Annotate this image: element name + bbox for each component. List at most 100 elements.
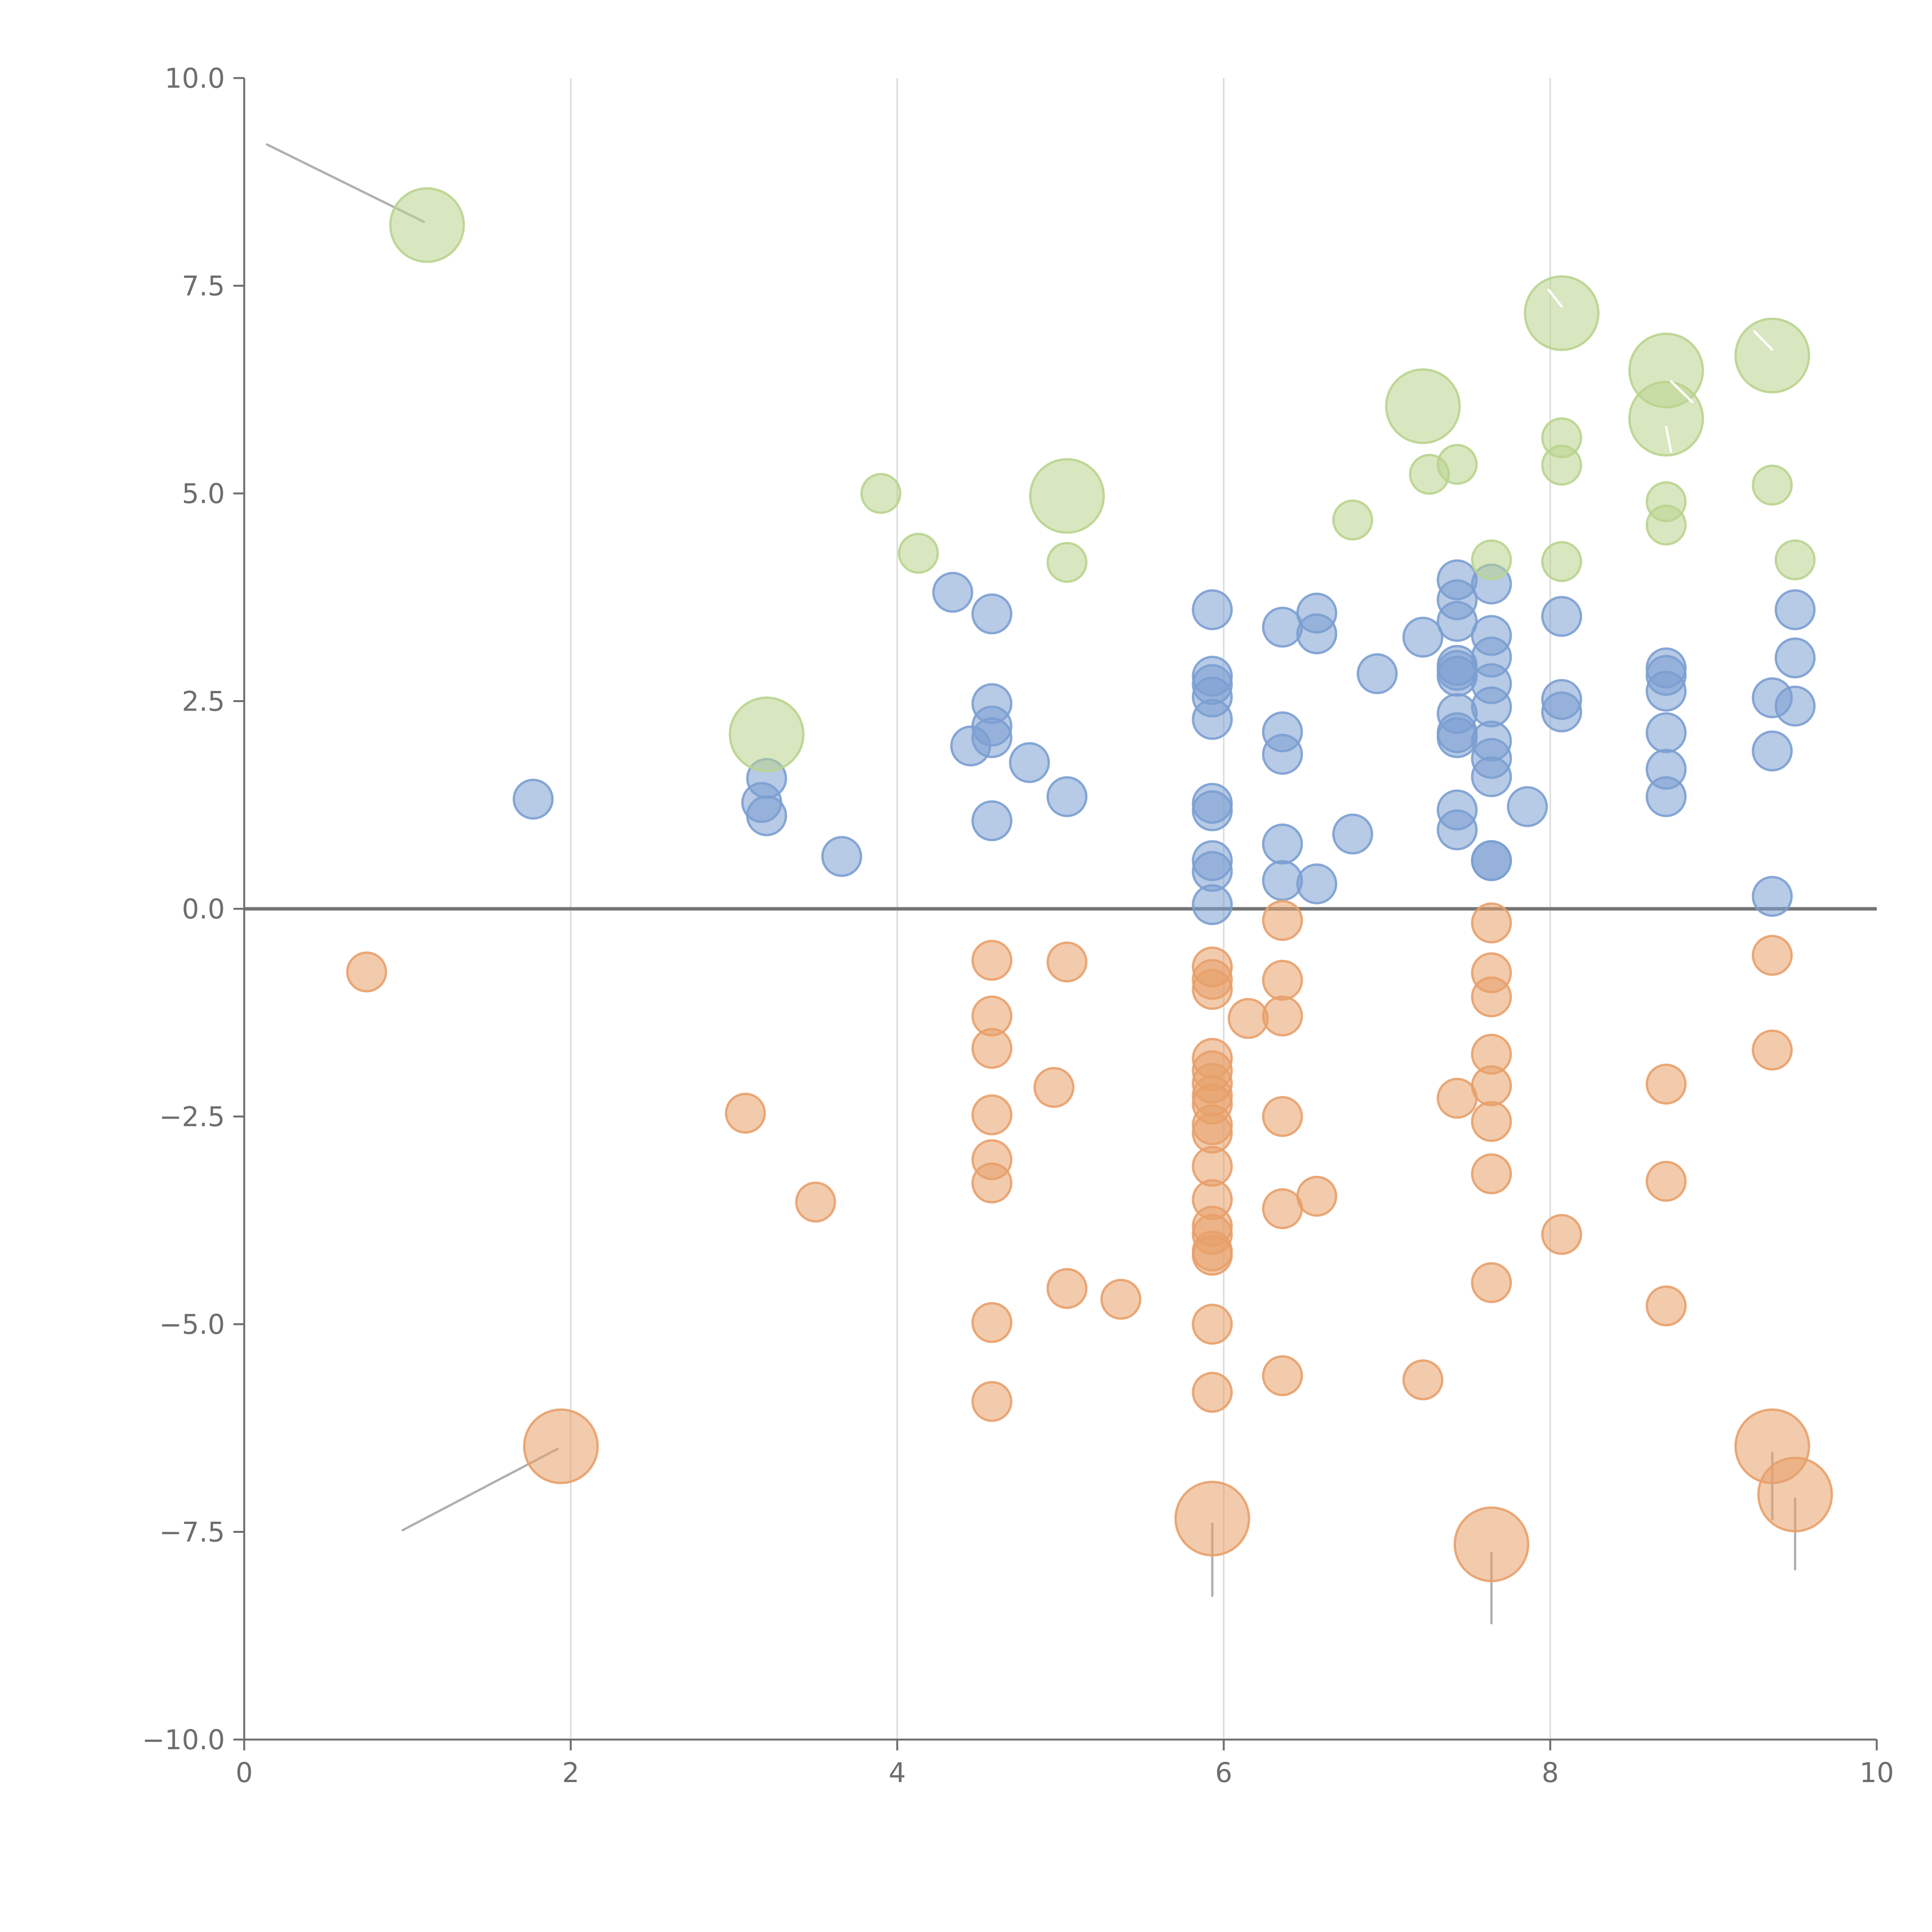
y-tick-label: −5.0 [159,1309,225,1340]
blue-point-67 [1752,730,1793,772]
data-points [346,187,1833,1582]
orange-point-6 [971,1094,1013,1136]
blue-point-33 [1357,653,1398,694]
blue-point-69 [1774,589,1816,630]
blue-point-71 [1774,685,1816,727]
y-tick-label: −10.0 [142,1724,225,1756]
y-tick-label: 2.5 [182,686,225,718]
green-large-point-3 [1385,368,1461,444]
leader-line-overlay-0 [1547,289,1563,308]
orange-point-36 [1262,995,1303,1037]
orange-point-45 [1471,976,1512,1017]
blue-point-14 [1192,589,1233,630]
y-tick-label: 10.0 [165,63,225,94]
green-point-8 [1541,444,1582,486]
orange-point-5 [971,1028,1013,1069]
orange-large-point-10 [1453,1506,1529,1582]
blue-point-57 [1541,596,1582,637]
blue-point-11 [1009,742,1050,783]
blue-point-70 [1774,637,1816,679]
orange-point-34 [1262,900,1303,941]
green-point-3 [1332,499,1373,541]
blue-point-23 [1192,884,1233,925]
y-tick-label: 0.0 [182,893,225,925]
orange-point-40 [1296,1175,1337,1217]
orange-point-47 [1471,1065,1512,1106]
blue-point-3 [746,795,787,837]
orange-point-17 [1192,969,1233,1010]
blue-point-45 [1437,809,1478,850]
blue-point-63 [1645,712,1687,753]
blue-point-10 [971,717,1013,759]
y-tick-label: 5.0 [182,478,225,510]
blue-point-56 [1507,786,1548,827]
blue-point-20 [1192,790,1233,832]
green-point-1 [898,532,939,574]
blue-point-62 [1645,670,1687,712]
orange-point-11 [1033,1067,1075,1108]
x-tick-label: 0 [236,1757,253,1789]
x-tick-label: 8 [1542,1757,1559,1789]
orange-large-point-12 [1757,1456,1833,1532]
blue-point-55 [1471,840,1512,881]
blue-point-34 [1402,616,1444,658]
orange-point-38 [1262,1188,1303,1230]
y-tick-label: −2.5 [159,1101,225,1133]
green-point-0 [860,473,901,514]
blue-point-53 [1471,756,1512,798]
blue-point-26 [1296,613,1337,655]
blue-point-18 [1192,699,1233,740]
green-large-point-1 [729,696,804,772]
orange-point-31 [1192,1304,1233,1345]
blue-point-4 [821,836,862,877]
leader-line-overlay-1 [1670,380,1694,403]
blue-point-68 [1752,876,1793,917]
y-tick-label: −7.5 [159,1517,225,1548]
orange-point-2 [795,1181,836,1223]
green-large-point-2 [1029,458,1105,534]
blue-point-13 [1046,776,1088,817]
orange-point-41 [1402,1359,1444,1401]
blue-point-28 [1262,734,1303,775]
orange-point-54 [1645,1285,1687,1327]
leader-line-overlay-3 [1753,330,1774,351]
orange-point-56 [1752,1029,1793,1071]
orange-point-14 [1100,1279,1141,1320]
leader-line-overlay-2 [1665,426,1672,453]
orange-large-point-9 [1174,1481,1250,1557]
blue-point-40 [1437,656,1478,697]
orange-point-49 [1471,1153,1512,1194]
orange-point-50 [1471,1262,1512,1303]
green-large-point-6 [1628,381,1704,457]
x-tick-label: 10 [1859,1757,1894,1789]
blue-point-50 [1471,686,1512,728]
green-point-6 [1471,539,1512,580]
blue-point-0 [512,779,554,820]
green-point-13 [1774,539,1816,580]
blue-point-65 [1645,776,1687,817]
orange-point-30 [1192,1235,1233,1276]
orange-point-51 [1541,1214,1582,1255]
orange-point-12 [1046,941,1088,983]
green-point-9 [1541,541,1582,582]
orange-point-37 [1262,1096,1303,1137]
orange-point-8 [971,1162,1013,1204]
green-large-point-0 [389,187,465,263]
orange-point-33 [1228,998,1269,1039]
orange-point-53 [1645,1161,1687,1202]
y-tick-label: 7.5 [182,270,225,302]
orange-point-3 [971,940,1013,981]
blue-point-59 [1541,691,1582,733]
green-point-12 [1752,464,1793,506]
blue-point-24 [1262,607,1303,648]
blue-point-37 [1437,601,1478,642]
orange-point-43 [1471,902,1512,944]
blue-point-29 [1262,823,1303,865]
orange-point-35 [1262,959,1303,1001]
green-point-2 [1046,542,1088,583]
orange-point-48 [1471,1101,1512,1142]
orange-large-point-8 [523,1408,599,1485]
orange-point-9 [971,1302,1013,1343]
